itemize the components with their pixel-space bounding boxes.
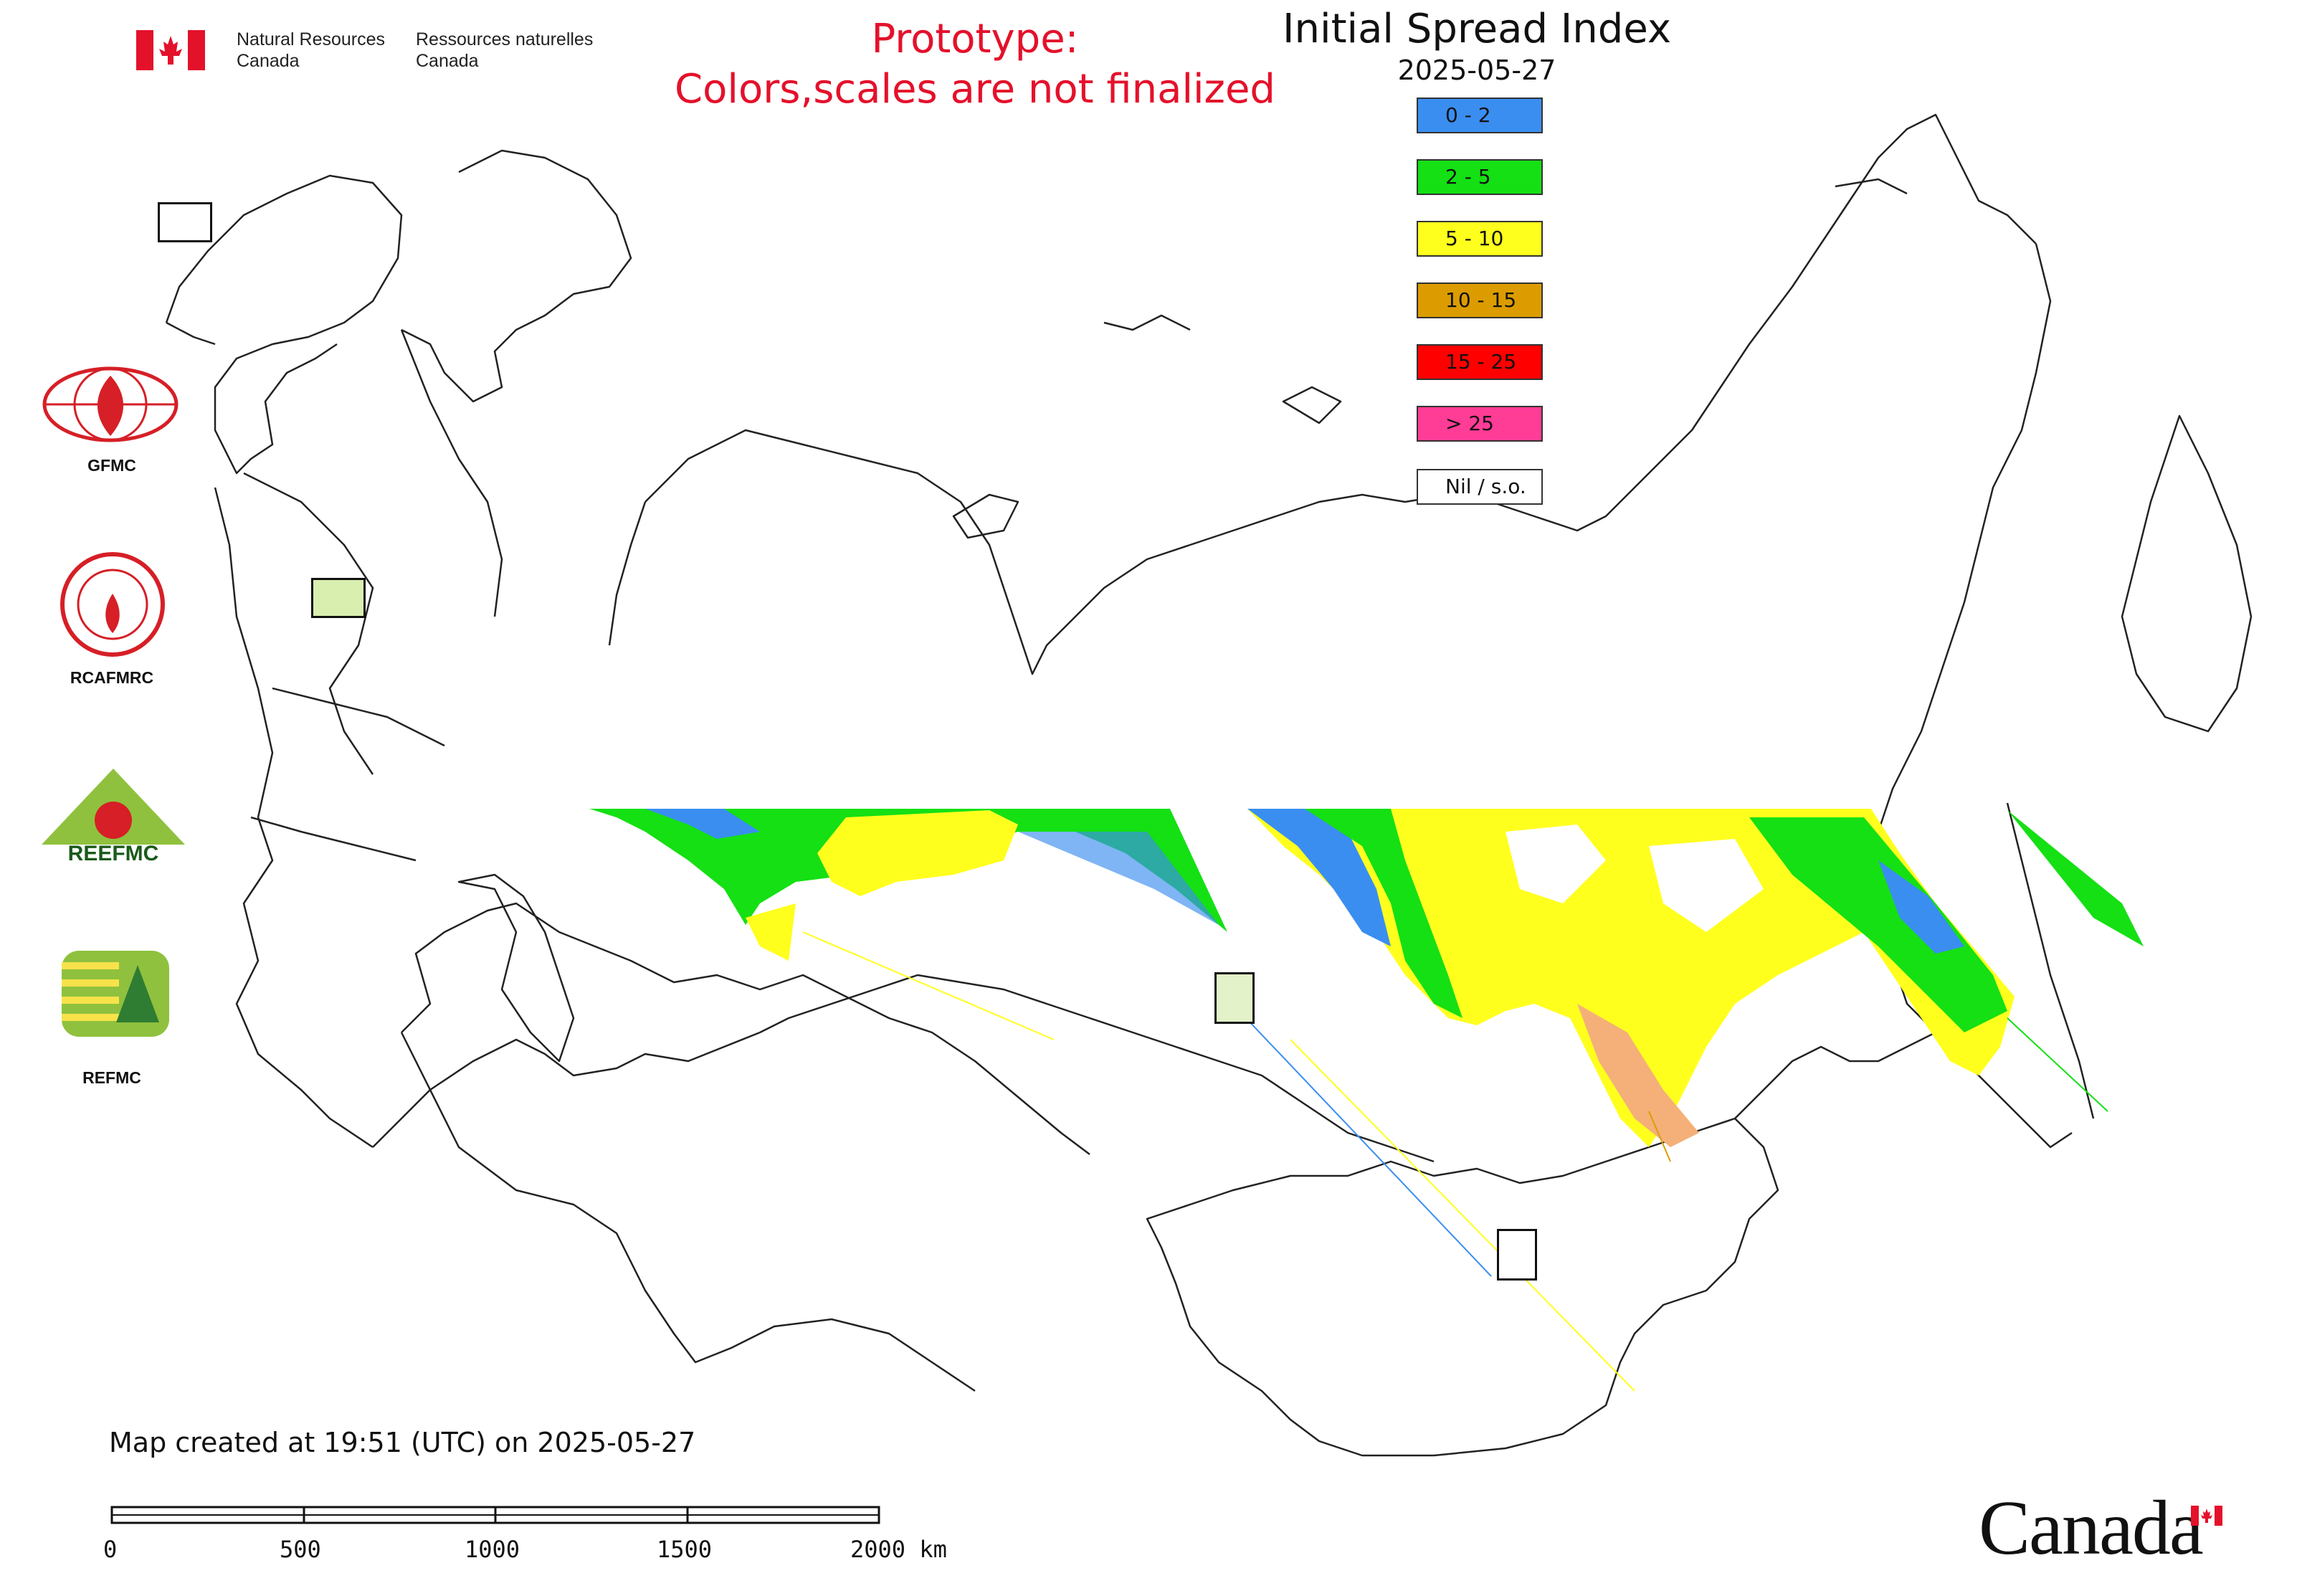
legend-item-gt-25: > 25 <box>1417 406 1543 442</box>
dept-fr-line1: Ressources naturelles <box>416 29 594 49</box>
refmc-map-marker-icon <box>1214 972 1255 1024</box>
canada-flag-icon <box>136 30 205 70</box>
isi-streaks <box>802 931 2108 1392</box>
canada-wordmark-flag-icon <box>2191 1506 2222 1526</box>
scale-bar <box>110 1506 880 1524</box>
map-created-timestamp: Map created at 19:51 (UTC) on 2025-05-27 <box>109 1427 696 1458</box>
legend-item-0-2: 0 - 2 <box>1417 98 1543 133</box>
rcafmrc-label: RCAFMRC <box>70 668 154 687</box>
prototype-line1: Prototype: <box>871 16 1079 62</box>
country-outlines <box>165 113 2253 1457</box>
canada-wordmark: Canada <box>1979 1486 2204 1571</box>
gfmc-logo-icon <box>42 366 179 442</box>
gfmc-label: GFMC <box>87 456 136 475</box>
isi-swath-west <box>589 809 1227 961</box>
dept-fr-line2: Canada <box>416 51 479 71</box>
map-title: Initial Spread Index <box>1283 6 1671 52</box>
legend-item-10-15: 10 - 15 <box>1417 282 1543 318</box>
scale-label-500: 500 <box>280 1536 321 1563</box>
dept-en-line2: Canada <box>237 51 300 71</box>
legend-item-2-5: 2 - 5 <box>1417 159 1543 195</box>
prototype-line2: Colors,scales are not finalized <box>675 66 1275 113</box>
rcafmrc-logo-icon <box>60 552 165 657</box>
scale-label-1500: 1500 <box>657 1536 713 1563</box>
legend-item-15-25: 15 - 25 <box>1417 344 1543 380</box>
reefmc-label: REEFMC <box>67 842 159 865</box>
dept-name-en: Natural Resources Canada <box>237 29 385 72</box>
refmc-logo-icon <box>62 951 169 1037</box>
scale-label-1000: 1000 <box>465 1536 520 1563</box>
map-date: 2025-05-27 <box>1397 54 1556 86</box>
dept-en-line1: Natural Resources <box>237 29 386 49</box>
isi-swath-east <box>1247 809 2015 1147</box>
scale-label-2000: 2000 km <box>850 1536 947 1563</box>
rcafmrc-map-marker-icon <box>1497 1229 1537 1281</box>
gfmc-map-marker-icon <box>158 202 212 242</box>
reefmc-logo-icon <box>42 769 185 865</box>
legend-item-nil: Nil / s.o. <box>1417 469 1543 505</box>
legend-item-5-10: 5 - 10 <box>1417 221 1543 257</box>
prototype-notice: Prototype: Colors,scales are not finaliz… <box>631 14 1319 115</box>
dept-name-fr: Ressources naturelles Canada <box>416 29 593 72</box>
refmc-label: REFMC <box>82 1068 141 1087</box>
scale-label-0: 0 <box>103 1536 118 1563</box>
reefmc-map-marker-icon <box>311 578 366 618</box>
isi-swath-kamchatka <box>2007 810 2144 946</box>
